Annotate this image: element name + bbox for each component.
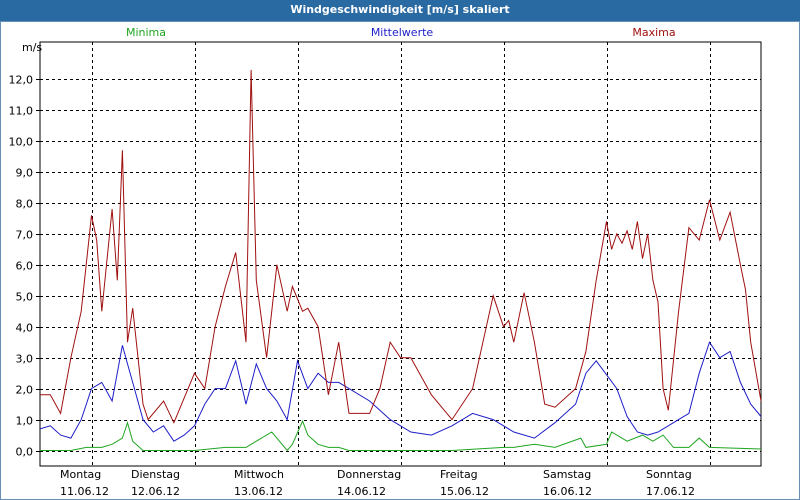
window-title: Windgeschwindigkeit [m/s] skaliert (0, 0, 800, 22)
y-tick-label: 9,0 (16, 167, 34, 180)
chart-frame: m/s 0,0 1,0 2,0 3,0 4,0 5,0 6,0 7,0 8,0 9,0 10,0 11,… (0, 21, 800, 500)
x-tick-date: 14.06.12 (337, 485, 386, 498)
x-tick-weekday: Dienstag (131, 468, 180, 481)
x-tick-weekday: Donnerstag (337, 468, 401, 481)
y-tick-label: 5,0 (16, 291, 34, 304)
x-tick-weekday: Mittwoch (234, 468, 284, 481)
y-tick-label: 3,0 (16, 353, 34, 366)
x-tick-date: 13.06.12 (234, 485, 283, 498)
y-tick-label: 8,0 (16, 198, 34, 211)
legend-entry-mittelwerte: Mittelwerte (371, 26, 434, 39)
series-line-mittelwerte (39, 341, 762, 442)
y-tick-label: 11,0 (9, 105, 34, 118)
x-tick-weekday: Sonntag (646, 468, 692, 481)
wind-speed-chart: m/s 0,0 1,0 2,0 3,0 4,0 5,0 6,0 7,0 8,0 9,0 10,0 11,… (9, 26, 762, 498)
plot-area (39, 41, 762, 467)
y-axis-label: m/s (22, 41, 42, 54)
x-tick-date: 11.06.12 (60, 485, 109, 498)
x-tick-date: 12.06.12 (131, 485, 180, 498)
x-tick-date: 15.06.12 (440, 485, 489, 498)
y-tick-label: 10,0 (9, 136, 34, 149)
x-tick-date: 16.06.12 (543, 485, 592, 498)
y-tick-label: 1,0 (16, 415, 34, 428)
x-tick-weekday: Freitag (440, 468, 478, 481)
x-tick-weekday: Montag (60, 468, 101, 481)
y-tick-label: 2,0 (16, 384, 34, 397)
y-tick-label: 6,0 (16, 260, 34, 273)
y-tick-label: 12,0 (9, 74, 34, 87)
series-line-minima (40, 419, 762, 452)
legend-entry-maxima: Maxima (632, 26, 675, 39)
y-tick-label: 4,0 (16, 322, 34, 335)
y-tick-label: 0,0 (16, 446, 34, 459)
x-tick-weekday: Samstag (543, 468, 591, 481)
y-tick-label: 7,0 (16, 229, 34, 242)
legend-entry-minima: Minima (126, 26, 166, 39)
x-tick-date: 17.06.12 (646, 485, 695, 498)
series-line-maxima (40, 69, 762, 424)
